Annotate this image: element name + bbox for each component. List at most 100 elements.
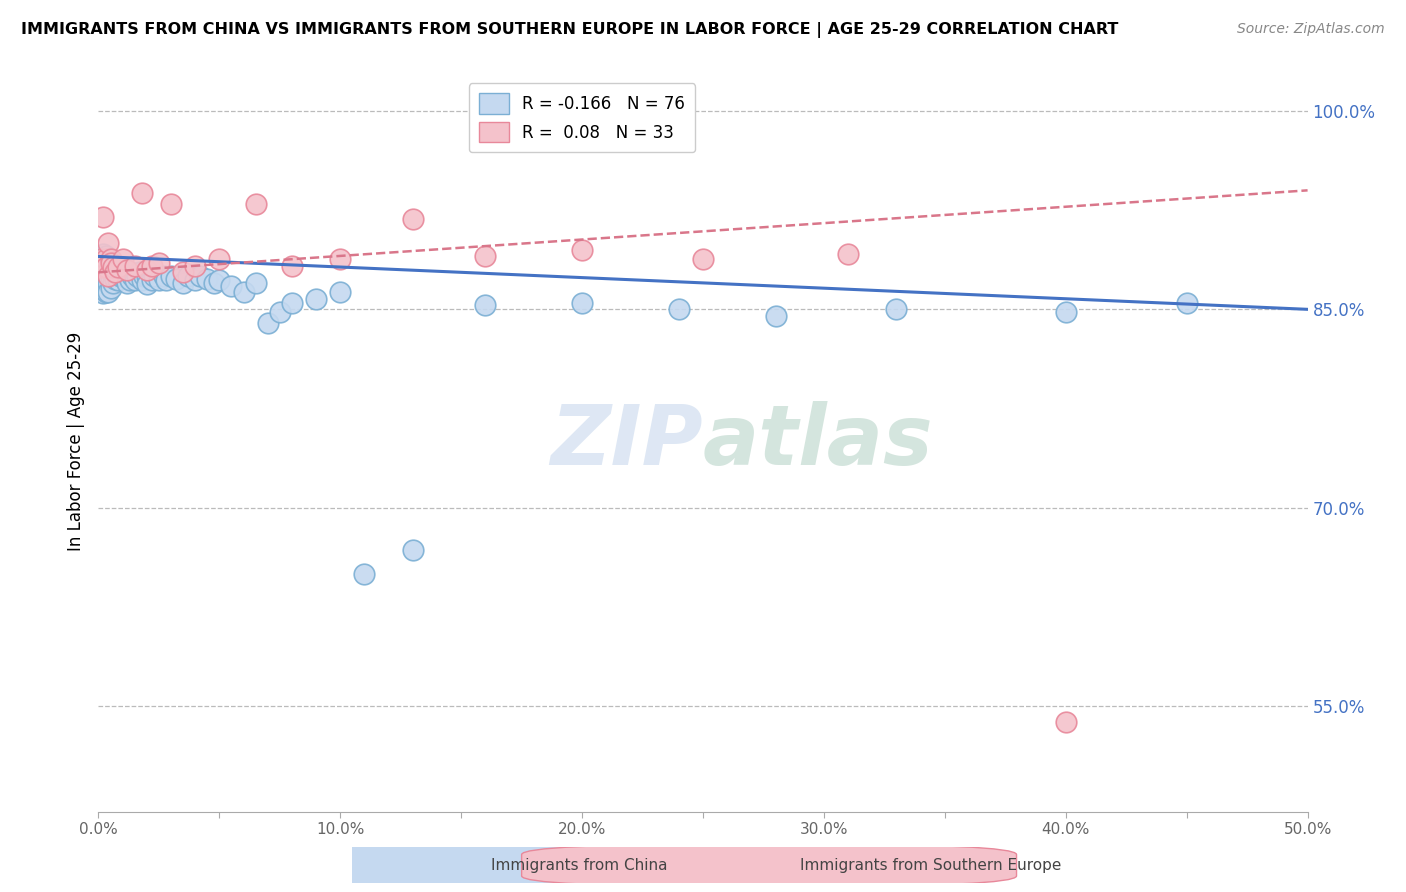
Point bbox=[101, 260, 124, 274]
Point bbox=[108, 269, 131, 284]
Point bbox=[100, 262, 122, 277]
Point bbox=[97, 236, 120, 251]
Point bbox=[94, 285, 117, 300]
Point bbox=[91, 276, 114, 290]
Point bbox=[91, 247, 114, 261]
Point bbox=[94, 250, 117, 264]
Point bbox=[305, 292, 328, 306]
Point bbox=[837, 247, 859, 261]
Point bbox=[141, 259, 163, 273]
Point bbox=[97, 269, 120, 284]
Point bbox=[97, 268, 120, 282]
Point bbox=[402, 543, 425, 558]
Point bbox=[90, 252, 112, 266]
Point bbox=[104, 265, 127, 279]
Y-axis label: In Labor Force | Age 25-29: In Labor Force | Age 25-29 bbox=[66, 332, 84, 551]
Point bbox=[184, 273, 207, 287]
Point bbox=[141, 273, 163, 287]
Point bbox=[177, 269, 200, 284]
Point bbox=[148, 273, 170, 287]
Point bbox=[160, 196, 183, 211]
Point bbox=[100, 272, 122, 286]
Point bbox=[101, 259, 124, 273]
Point bbox=[121, 269, 143, 284]
FancyBboxPatch shape bbox=[212, 844, 707, 887]
Point bbox=[329, 285, 352, 300]
Point bbox=[111, 260, 134, 274]
Point bbox=[221, 278, 243, 293]
Text: Source: ZipAtlas.com: Source: ZipAtlas.com bbox=[1237, 22, 1385, 37]
Point bbox=[281, 259, 304, 273]
Point bbox=[117, 269, 139, 284]
Point bbox=[90, 260, 112, 274]
Point bbox=[107, 265, 129, 279]
Point bbox=[90, 269, 112, 284]
Point bbox=[91, 210, 114, 224]
Point bbox=[94, 252, 117, 266]
Point bbox=[281, 295, 304, 310]
Point bbox=[100, 281, 122, 295]
Point bbox=[765, 309, 787, 323]
Text: Immigrants from Southern Europe: Immigrants from Southern Europe bbox=[800, 858, 1062, 872]
Point bbox=[474, 250, 496, 264]
Point bbox=[165, 272, 187, 286]
Point bbox=[100, 256, 122, 270]
Point bbox=[152, 269, 174, 284]
Point bbox=[94, 259, 117, 273]
Point bbox=[114, 265, 136, 279]
Point bbox=[184, 259, 207, 273]
Point bbox=[101, 276, 124, 290]
Point bbox=[100, 252, 122, 266]
Point bbox=[104, 262, 127, 277]
Point bbox=[245, 196, 267, 211]
Point bbox=[571, 243, 593, 257]
Legend: R = -0.166   N = 76, R =  0.08   N = 33: R = -0.166 N = 76, R = 0.08 N = 33 bbox=[470, 83, 695, 153]
Point bbox=[135, 277, 157, 292]
Point bbox=[131, 273, 153, 287]
Point bbox=[353, 566, 375, 581]
Point bbox=[172, 276, 194, 290]
Point bbox=[124, 259, 146, 273]
Point bbox=[1054, 305, 1077, 319]
Point bbox=[1175, 295, 1198, 310]
Point bbox=[90, 260, 112, 274]
Point bbox=[97, 285, 120, 300]
Point bbox=[208, 252, 231, 266]
Point bbox=[117, 262, 139, 277]
Point bbox=[131, 186, 153, 200]
Point bbox=[135, 269, 157, 284]
Text: ZIP: ZIP bbox=[550, 401, 703, 482]
Point bbox=[90, 252, 112, 266]
Point bbox=[155, 273, 177, 287]
Point bbox=[135, 262, 157, 277]
Point bbox=[571, 295, 593, 310]
Point bbox=[97, 276, 120, 290]
Point bbox=[97, 260, 120, 274]
Point bbox=[269, 305, 291, 319]
Point bbox=[97, 252, 120, 266]
Point bbox=[94, 260, 117, 274]
Point bbox=[204, 276, 226, 290]
Point bbox=[91, 259, 114, 273]
Point bbox=[256, 316, 278, 330]
Point bbox=[94, 276, 117, 290]
Point bbox=[1054, 714, 1077, 729]
Point bbox=[474, 298, 496, 312]
Point bbox=[329, 252, 352, 266]
Text: Immigrants from China: Immigrants from China bbox=[491, 858, 668, 872]
Point bbox=[118, 265, 141, 279]
Point bbox=[208, 273, 231, 287]
Point bbox=[148, 256, 170, 270]
FancyBboxPatch shape bbox=[522, 844, 1017, 887]
Point bbox=[107, 273, 129, 287]
Point bbox=[886, 302, 908, 317]
Point bbox=[172, 265, 194, 279]
Point bbox=[188, 269, 211, 284]
Point bbox=[101, 267, 124, 281]
Point bbox=[91, 256, 114, 270]
Point bbox=[91, 286, 114, 301]
Point bbox=[118, 273, 141, 287]
Point bbox=[127, 269, 149, 284]
Text: atlas: atlas bbox=[703, 401, 934, 482]
Point bbox=[143, 269, 166, 284]
